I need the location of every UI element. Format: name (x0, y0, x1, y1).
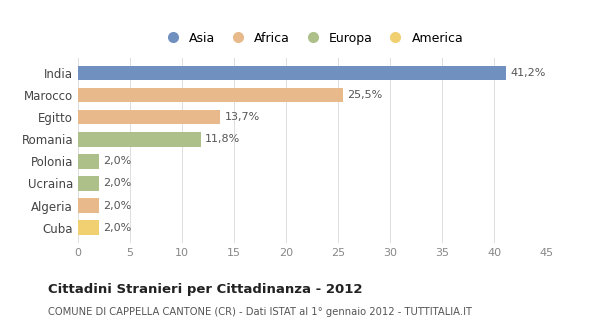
Bar (78, 110, 220, 124)
Bar (78, 88, 343, 102)
Text: COMUNE DI CAPPELLA CANTONE (CR) - Dati ISTAT al 1° gennaio 2012 - TUTTITALIA.IT: COMUNE DI CAPPELLA CANTONE (CR) - Dati I… (48, 307, 472, 317)
Legend: Asia, Africa, Europa, America: Asia, Africa, Europa, America (155, 27, 469, 50)
Text: 25,5%: 25,5% (347, 90, 383, 100)
Text: 2,0%: 2,0% (103, 201, 131, 211)
Text: 13,7%: 13,7% (224, 112, 260, 122)
Text: 11,8%: 11,8% (205, 134, 240, 144)
Bar (78, 220, 99, 235)
Text: 2,0%: 2,0% (103, 223, 131, 233)
Bar (78, 154, 99, 169)
Bar (78, 198, 99, 213)
Bar (78, 132, 201, 147)
Bar (78, 176, 99, 191)
Text: 2,0%: 2,0% (103, 156, 131, 166)
Text: 41,2%: 41,2% (511, 68, 546, 78)
Text: 2,0%: 2,0% (103, 179, 131, 188)
Bar (78, 66, 506, 80)
Text: Cittadini Stranieri per Cittadinanza - 2012: Cittadini Stranieri per Cittadinanza - 2… (48, 283, 362, 296)
